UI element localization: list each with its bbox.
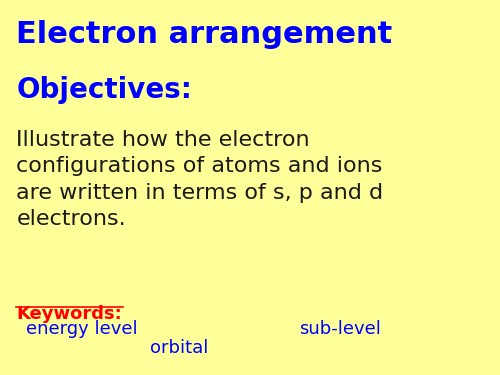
Text: sub-level: sub-level — [300, 320, 382, 338]
Text: Objectives:: Objectives: — [16, 76, 192, 104]
Text: orbital: orbital — [150, 339, 209, 357]
Text: Keywords:: Keywords: — [16, 305, 122, 323]
Text: Electron arrangement: Electron arrangement — [16, 20, 392, 49]
Text: Illustrate how the electron
configurations of atoms and ions
are written in term: Illustrate how the electron configuratio… — [16, 130, 384, 229]
Text: energy level: energy level — [26, 320, 138, 338]
